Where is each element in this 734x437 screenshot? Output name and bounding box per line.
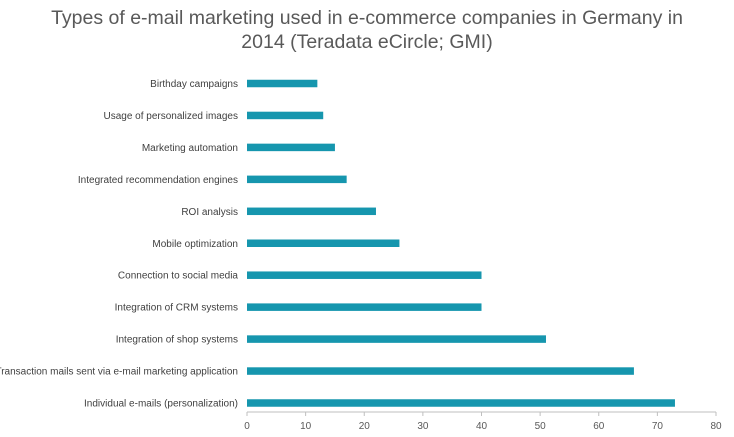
category-labels: Birthday campaigns Usage of personalized … [0,79,238,410]
category-label-8: Integration of shop systems [116,335,238,346]
chart-title-line-2: 2014 (Teradata eCircle; GMI) [241,31,493,53]
x-tick-label-0: 0 [244,421,250,432]
x-tick-label-7: 70 [652,421,664,432]
category-label-5: Mobile optimization [152,239,238,250]
bar-9 [247,367,634,375]
chart-title-line-1: Types of e-mail marketing used in e-comm… [51,7,683,29]
x-tick-label-2: 20 [359,421,371,432]
chart-title: Types of e-mail marketing used in e-comm… [0,6,734,54]
category-label-0: Birthday campaigns [150,79,238,90]
bar-8 [247,335,546,343]
bar-2 [247,143,335,152]
category-label-1: Usage of personalized images [103,111,238,122]
x-tick-label-4: 40 [476,421,488,432]
bar-1 [247,111,324,120]
bar-7 [247,303,482,311]
bar-6 [247,271,482,279]
x-tick-label-8: 80 [710,421,722,432]
bar-10 [247,399,675,407]
category-label-2: Marketing automation [142,143,238,154]
category-label-7: Integration of CRM systems [115,303,238,314]
bar-5 [247,239,400,247]
x-tick-label-1: 10 [300,421,312,432]
bar-4 [247,207,376,216]
x-tick-label-5: 50 [535,421,547,432]
x-tick-label-3: 30 [417,421,429,432]
category-label-3: Integrated recommendation engines [78,175,238,186]
category-label-9: Transaction mails sent via e-mail market… [0,367,238,378]
category-label-4: ROI analysis [181,207,238,218]
bars [247,79,675,407]
category-label-6: Connection to social media [118,271,239,282]
bar-3 [247,175,347,184]
x-axis-ticks: 0 10 20 30 40 50 60 70 80 [244,412,722,432]
bar-0 [247,79,318,88]
category-label-10: Individual e-mails (personalization) [84,399,238,410]
x-tick-label-6: 60 [593,421,605,432]
